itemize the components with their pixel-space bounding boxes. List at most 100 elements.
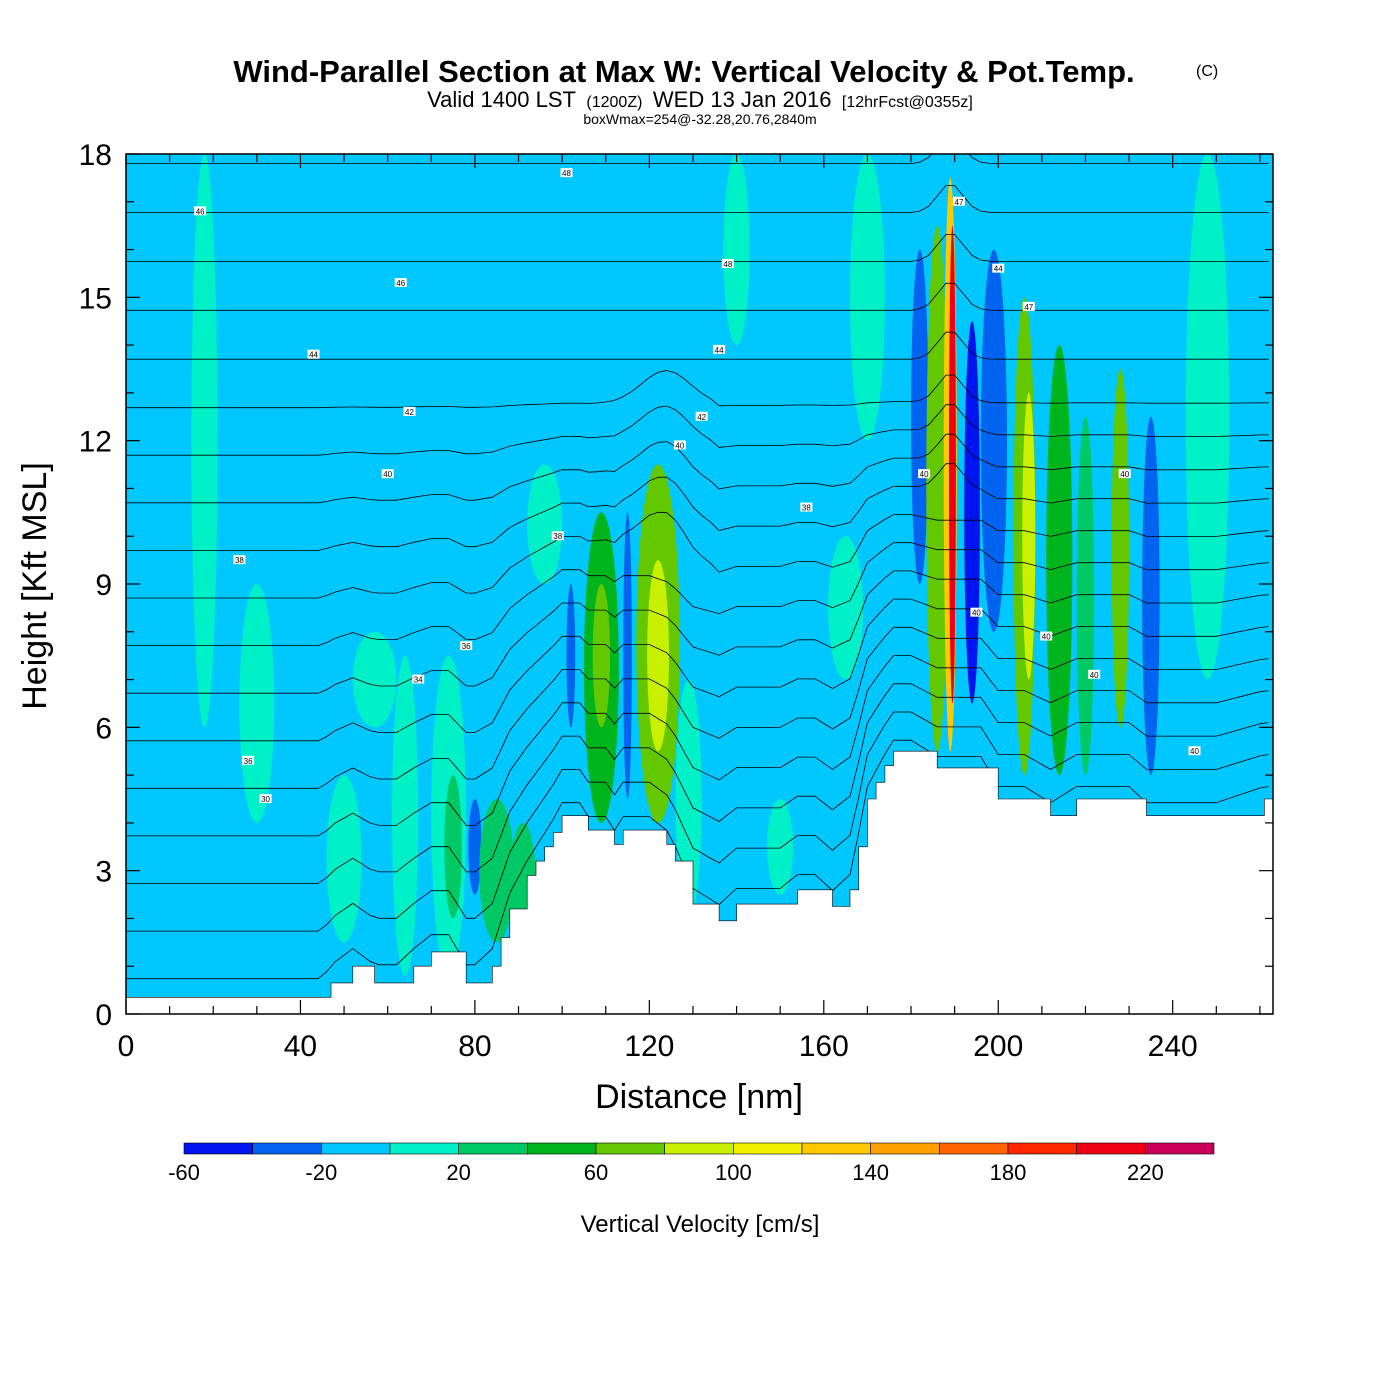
isentrope-47 <box>126 234 1269 262</box>
colorbar-tick-label: 20 <box>446 1160 470 1185</box>
y-tick-label: 9 <box>95 569 112 602</box>
contour-label-text: 36 <box>244 757 253 766</box>
w-feature-34 <box>1185 154 1230 680</box>
contour-label-text: 40 <box>383 470 392 479</box>
contour-label-text: 47 <box>955 198 964 207</box>
contour-label-20: 47 <box>1022 301 1035 312</box>
w-feature-10 <box>527 464 563 584</box>
axis-ticks <box>125 153 1273 1015</box>
contour-label-3: 48 <box>721 258 734 269</box>
plot-area: 46 46 48 48 44 44 42 42 40 40 38 38 38 36 34 36 30 40 47 44… <box>125 153 1274 1015</box>
y-tick-label: 15 <box>79 282 112 315</box>
w-feature-26 <box>964 321 980 704</box>
x-tick-label: 80 <box>458 1030 491 1063</box>
contour-label-text: 47 <box>1024 303 1033 312</box>
x-tick-label: 200 <box>973 1030 1023 1063</box>
isentrope-46 <box>126 282 1269 311</box>
colorbar-tick-label: -60 <box>168 1160 200 1185</box>
colorbar <box>183 1142 1215 1155</box>
colorbar-swatch-9 <box>801 1142 871 1155</box>
contour-label-11: 38 <box>800 502 813 513</box>
contour-label-23: 40 <box>1040 631 1053 642</box>
contour-label-text: 40 <box>1190 747 1199 756</box>
w-feature-33 <box>1142 416 1160 776</box>
contour-label-text: 46 <box>196 207 205 216</box>
isentrope-36 <box>126 626 1269 789</box>
contour-label-22: 40 <box>970 607 983 618</box>
y-tick-labels: 0 3 6 9 12 15 18 <box>79 139 112 1032</box>
contour-label-text: 40 <box>675 441 684 450</box>
contour-label-5: 44 <box>713 344 726 355</box>
contour-label-2: 48 <box>560 168 573 178</box>
w-feature-18 <box>723 154 750 346</box>
colorbar-tick-label: 140 <box>852 1160 889 1185</box>
contour-label-24: 40 <box>1088 669 1101 680</box>
w-feature-13 <box>592 584 611 728</box>
contour-label-text: 44 <box>715 346 724 355</box>
forecast-time: [12hrFcst@0355z] <box>842 94 973 111</box>
w-feature-2 <box>326 775 362 943</box>
x-tick-label: 240 <box>1148 1030 1198 1063</box>
isentrope-39 <box>126 542 1269 646</box>
colorbar-swatch-4 <box>458 1142 528 1155</box>
w-feature-23 <box>926 225 949 752</box>
box-wmax: boxWmax=254@-32.28,20.76,2840m <box>583 111 816 127</box>
valid-date: WED 13 Jan 2016 <box>653 87 832 112</box>
contour-label-text: 46 <box>396 279 405 288</box>
w-feature-32 <box>1111 369 1130 728</box>
isentrope-37 <box>126 598 1269 742</box>
w-feature-31 <box>1076 416 1095 776</box>
contour-label-10: 38 <box>551 531 564 541</box>
w-feature-3 <box>352 631 397 728</box>
isentrope-45 <box>126 331 1269 360</box>
isentropes <box>126 154 1269 980</box>
colorbar-swatch-0 <box>183 1142 253 1155</box>
w-feature-8 <box>479 799 515 943</box>
contour-label-0: 46 <box>194 206 207 216</box>
valid-utc: (1200Z) <box>586 94 642 111</box>
contour-label-19: 44 <box>992 263 1005 274</box>
isentrope-30 <box>126 711 1269 932</box>
contour-label-text: 38 <box>553 532 562 541</box>
isentrope-43 <box>126 404 1269 456</box>
x-tick-label: 40 <box>284 1030 317 1063</box>
colorbar-tick-label: -20 <box>305 1160 337 1185</box>
w-features <box>191 154 1230 976</box>
w-feature-20 <box>828 536 864 680</box>
contour-label-25: 40 <box>1188 746 1201 756</box>
contour-label-text: 38 <box>235 556 244 565</box>
contour-labels: 46 46 48 48 44 44 42 42 40 40 38 38 38 36 34 36 30 40 47 44… <box>194 168 1201 804</box>
isentrope-40 <box>126 511 1269 599</box>
contour-label-4: 44 <box>307 349 320 360</box>
isentrope-32 <box>126 683 1269 884</box>
isentrope-34 <box>126 655 1269 837</box>
contour-label-18: 47 <box>952 196 965 207</box>
w-feature-30 <box>1046 345 1073 776</box>
contour-label-8: 40 <box>673 440 686 450</box>
chart-title: Wind-Parallel Section at Max W: Vertical… <box>233 54 1134 89</box>
w-feature-16 <box>647 560 669 752</box>
contour-label-text: 40 <box>920 470 929 479</box>
colorbar-tick-labels: -60 -20 20 60 100 140 180 220 <box>168 1160 1164 1185</box>
y-tick-label: 3 <box>95 856 112 889</box>
contour-label-text: 48 <box>562 169 571 178</box>
w-feature-14 <box>623 512 632 799</box>
contour-label-21: 40 <box>1118 469 1131 479</box>
x-tick-label: 160 <box>799 1030 849 1063</box>
colorbar-swatch-1 <box>252 1142 322 1155</box>
isentrope-49 <box>126 154 1269 164</box>
contour-label-16: 30 <box>259 794 272 804</box>
terrain <box>125 750 1274 1015</box>
contour-label-text: 34 <box>414 676 423 685</box>
w-feature-22 <box>911 249 929 584</box>
contour-label-text: 42 <box>405 408 414 417</box>
y-tick-label: 6 <box>95 712 112 745</box>
contour-label-15: 36 <box>242 755 255 766</box>
w-feature-4 <box>392 655 419 976</box>
colorbar-swatch-3 <box>389 1142 459 1155</box>
isentrope-28 <box>126 739 1269 980</box>
contour-label-text: 40 <box>1120 470 1129 479</box>
isentrope-42 <box>126 433 1269 504</box>
w-feature-25 <box>948 225 956 704</box>
